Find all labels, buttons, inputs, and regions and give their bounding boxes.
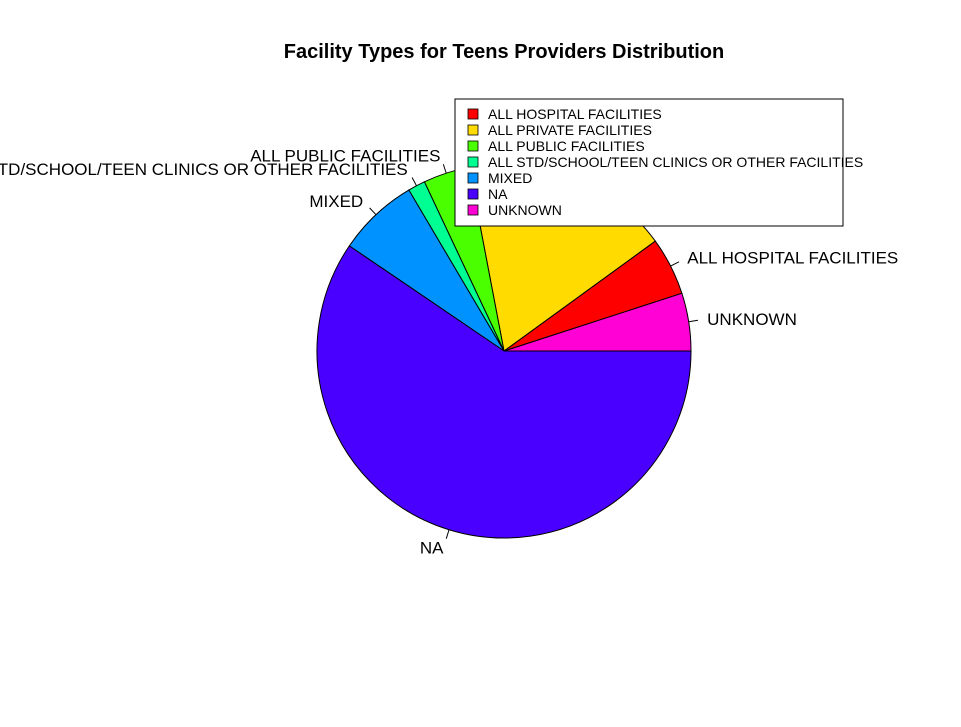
slice-label-mixed: MIXED [309,192,363,211]
slice-tick-all-hospital-facilities [670,261,680,267]
legend-label-mixed: MIXED [488,170,532,186]
legend-label-all-public-facilities: ALL PUBLIC FACILITIES [488,138,645,154]
legend-label-unknown: UNKNOWN [488,202,562,218]
legend-swatch-mixed [467,172,479,184]
legend-swatch-all-std-school-teen-clinics-or-other-facilities [467,156,479,168]
slice-label-all-hospital-facilities: ALL HOSPITAL FACILITIES [687,249,898,268]
legend-swatch-unknown [467,204,479,216]
chart-title: Facility Types for Teens Providers Distr… [284,41,724,63]
slice-label-na: NA [420,539,444,558]
slice-label-all-public-facilities: ALL PUBLIC FACILITIES [250,146,440,165]
slice-tick-all-std-school-teen-clinics-or-other-facilities [411,177,417,186]
legend-label-na: NA [488,186,508,202]
slice-tick-unknown [688,319,699,323]
legend-swatch-all-public-facilities [467,140,479,152]
slice-label-all-std-school-teen-clinics-or-other-facilities: ALL STD/SCHOOL/TEEN CLINICS OR OTHER FAC… [0,160,408,179]
slice-tick-all-public-facilities [442,164,447,174]
slice-tick-mixed [369,207,377,216]
legend-label-all-hospital-facilities: ALL HOSPITAL FACILITIES [488,106,662,122]
legend-label-all-std-school-teen-clinics-or-other-facilities: ALL STD/SCHOOL/TEEN CLINICS OR OTHER FAC… [488,154,863,170]
legend-label-all-private-facilities: ALL PRIVATE FACILITIES [488,122,652,138]
slice-label-unknown: UNKNOWN [707,310,797,329]
slice-tick-na [445,529,450,539]
legend-swatch-all-hospital-facilities [467,108,479,120]
legend-swatch-all-private-facilities [467,124,479,136]
legend-box [454,98,844,227]
legend-swatch-na [467,188,479,200]
